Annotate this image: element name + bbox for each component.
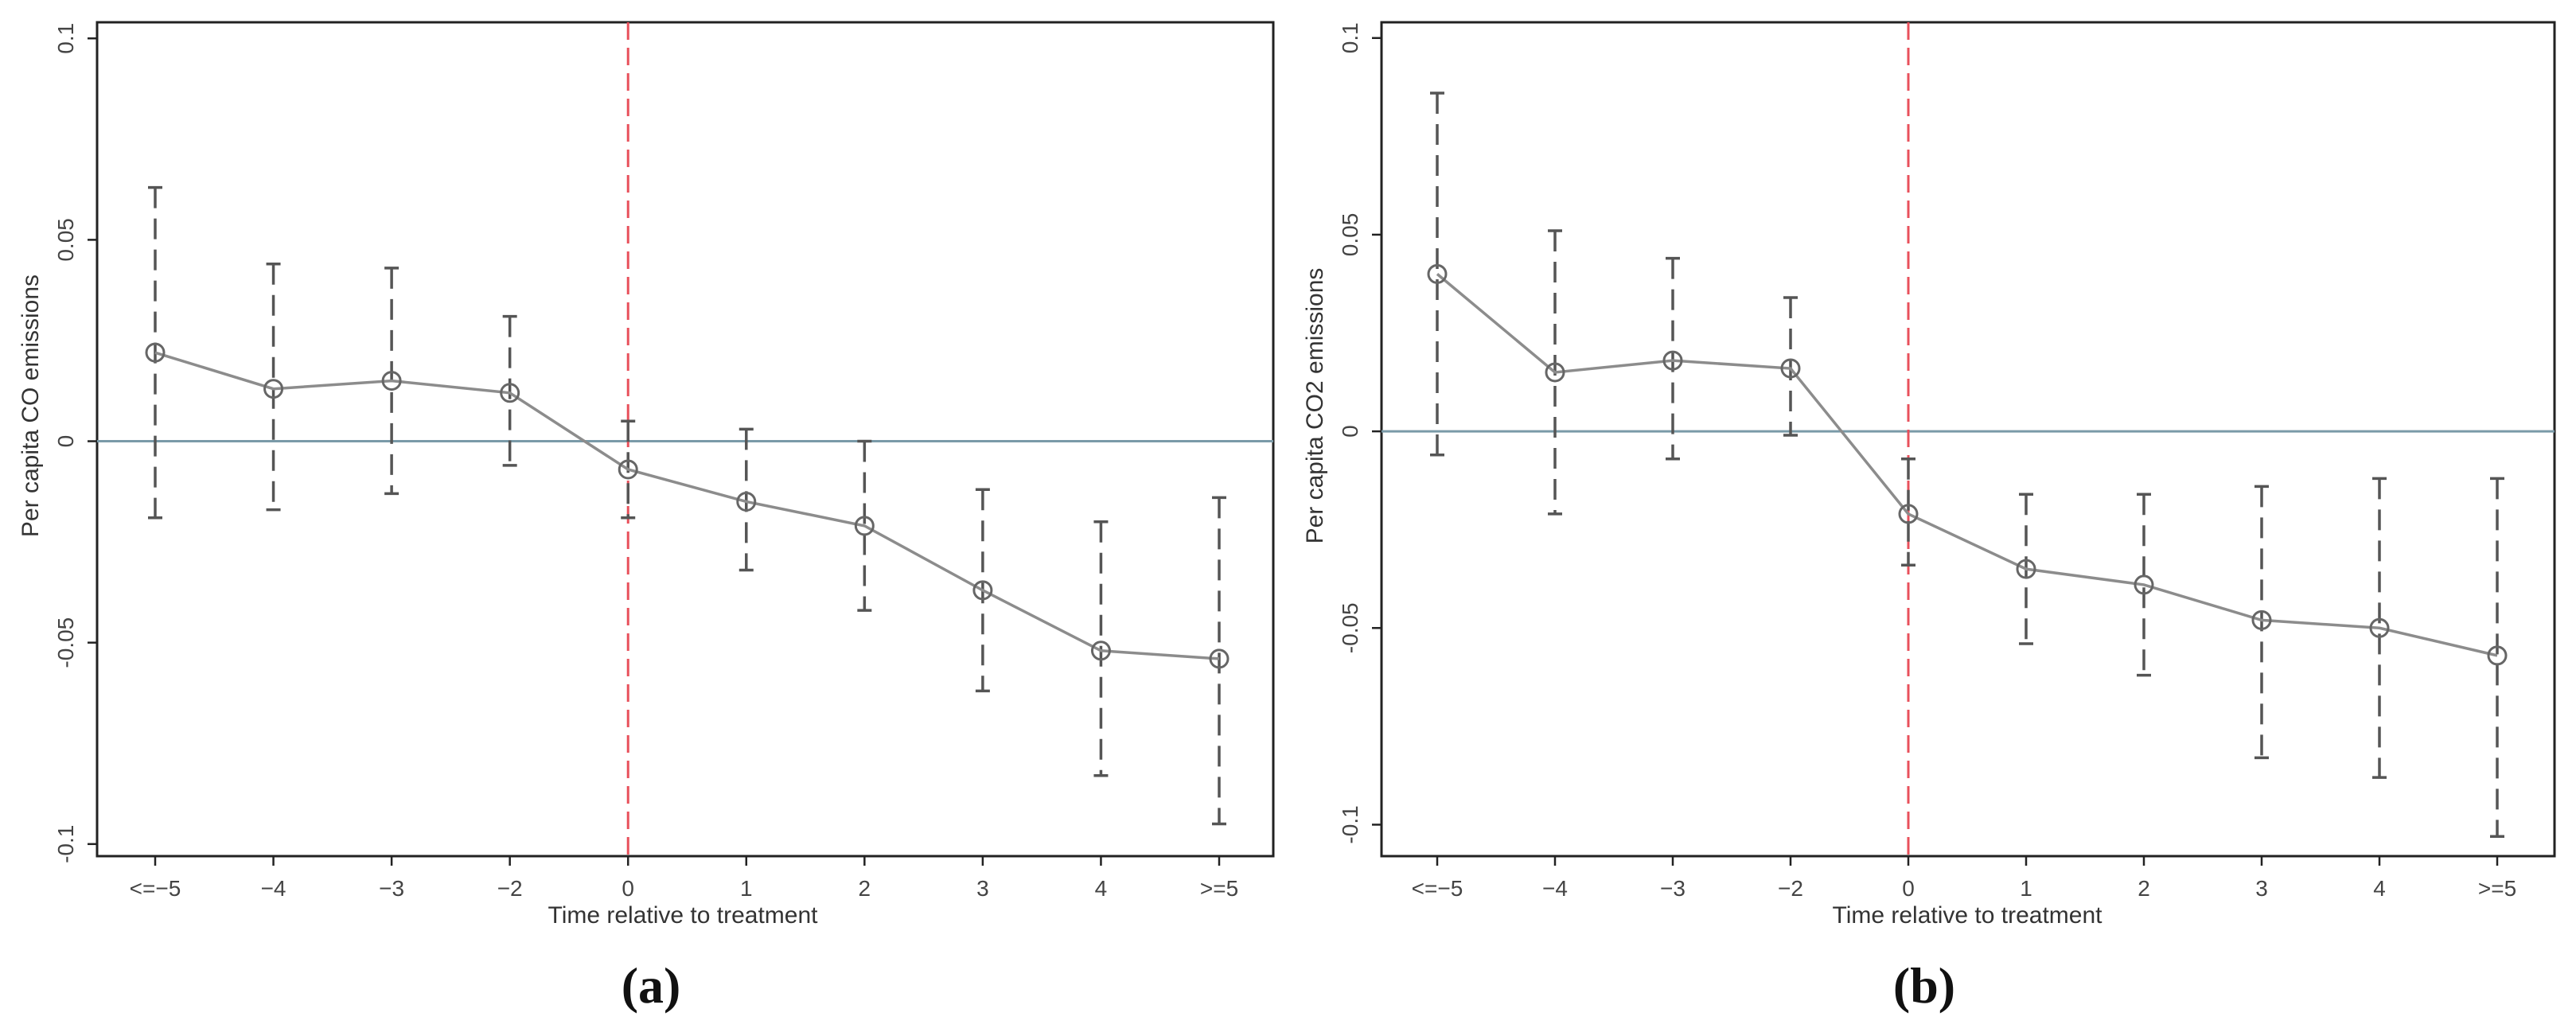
estimate-point xyxy=(1662,350,1683,371)
y-tick-label: 0.05 xyxy=(1338,213,1362,257)
estimate-point xyxy=(263,379,284,399)
estimate-point xyxy=(2487,645,2508,666)
panel-b: -0.1 -0.05 0 0.05 0.1 <=−5 −4 −3 −2 0 1 2 3 4 >=5 Time … xyxy=(1302,21,2556,1014)
y-tick-label: -0.1 xyxy=(53,825,78,863)
panel-label: (b) xyxy=(1893,957,1955,1014)
estimate-point xyxy=(2016,559,2036,579)
x-tick-label: −2 xyxy=(497,876,523,901)
y-tick-label: -0.1 xyxy=(1338,805,1362,843)
x-tick-label: 1 xyxy=(740,876,753,901)
y-axis-title: Per capita CO2 emissions xyxy=(1302,268,1328,544)
y-tick-label: 0.1 xyxy=(53,23,78,54)
estimate-point xyxy=(1209,648,1230,669)
x-tick-label: 2 xyxy=(2138,876,2150,901)
estimate-point xyxy=(618,459,638,480)
estimate-point xyxy=(854,516,875,536)
estimate-point xyxy=(1427,263,1448,284)
x-tick-label: 4 xyxy=(2373,876,2386,901)
estimate-point xyxy=(1898,504,1919,524)
x-tick-label: −3 xyxy=(379,876,404,901)
x-tick-label: 0 xyxy=(622,876,634,901)
y-tick-label: 0 xyxy=(1338,425,1362,438)
estimate-point xyxy=(972,580,993,601)
estimate-point xyxy=(2369,617,2390,638)
y-tick-label: -0.05 xyxy=(1338,602,1362,653)
estimate-point xyxy=(145,342,166,363)
x-axis-title: Time relative to treatment xyxy=(1832,902,2102,929)
y-tick-label: -0.05 xyxy=(53,617,78,668)
plot-frame xyxy=(95,21,1275,858)
x-tick-label: −3 xyxy=(1660,876,1686,901)
x-tick-label: 1 xyxy=(2020,876,2032,901)
x-tick-label: −2 xyxy=(1778,876,1803,901)
x-tick-label: −4 xyxy=(261,876,286,901)
x-tick-label: 4 xyxy=(1095,876,1108,901)
x-tick-label: 3 xyxy=(976,876,989,901)
x-tick-label: <=−5 xyxy=(1412,876,1463,901)
x-axis-title: Time relative to treatment xyxy=(548,902,818,929)
panel-label: (a) xyxy=(622,957,681,1014)
estimate-point xyxy=(736,491,757,512)
panel-a: -0.1 -0.05 0 0.05 0.1 <=−5 −4 −3 −2 0 1 2 3 4 >=5 Time … xyxy=(18,21,1275,1014)
x-tick-label: 3 xyxy=(2255,876,2268,901)
y-tick-label: 0.1 xyxy=(1338,22,1362,53)
x-tick-label: <=−5 xyxy=(130,876,181,901)
estimate-point xyxy=(1090,641,1111,661)
estimate-point xyxy=(381,371,402,391)
x-tick-label: >=5 xyxy=(2478,876,2516,901)
x-tick-label: 0 xyxy=(1902,876,1915,901)
estimate-point xyxy=(2134,574,2154,595)
plot-frame xyxy=(1380,21,2556,858)
estimate-series-line xyxy=(1436,273,2498,657)
estimate-point xyxy=(1780,358,1801,379)
y-tick-label: 0 xyxy=(53,435,78,448)
x-tick-label: −4 xyxy=(1542,876,1568,901)
x-tick-label: >=5 xyxy=(1200,876,1238,901)
x-tick-label: 2 xyxy=(859,876,871,901)
estimate-point xyxy=(2251,609,2272,630)
estimate-point xyxy=(1545,362,1565,383)
estimate-series-line xyxy=(154,351,1220,660)
y-tick-label: 0.05 xyxy=(53,218,78,262)
estimate-point xyxy=(500,383,520,403)
y-axis-title: Per capita CO emissions xyxy=(18,275,44,537)
